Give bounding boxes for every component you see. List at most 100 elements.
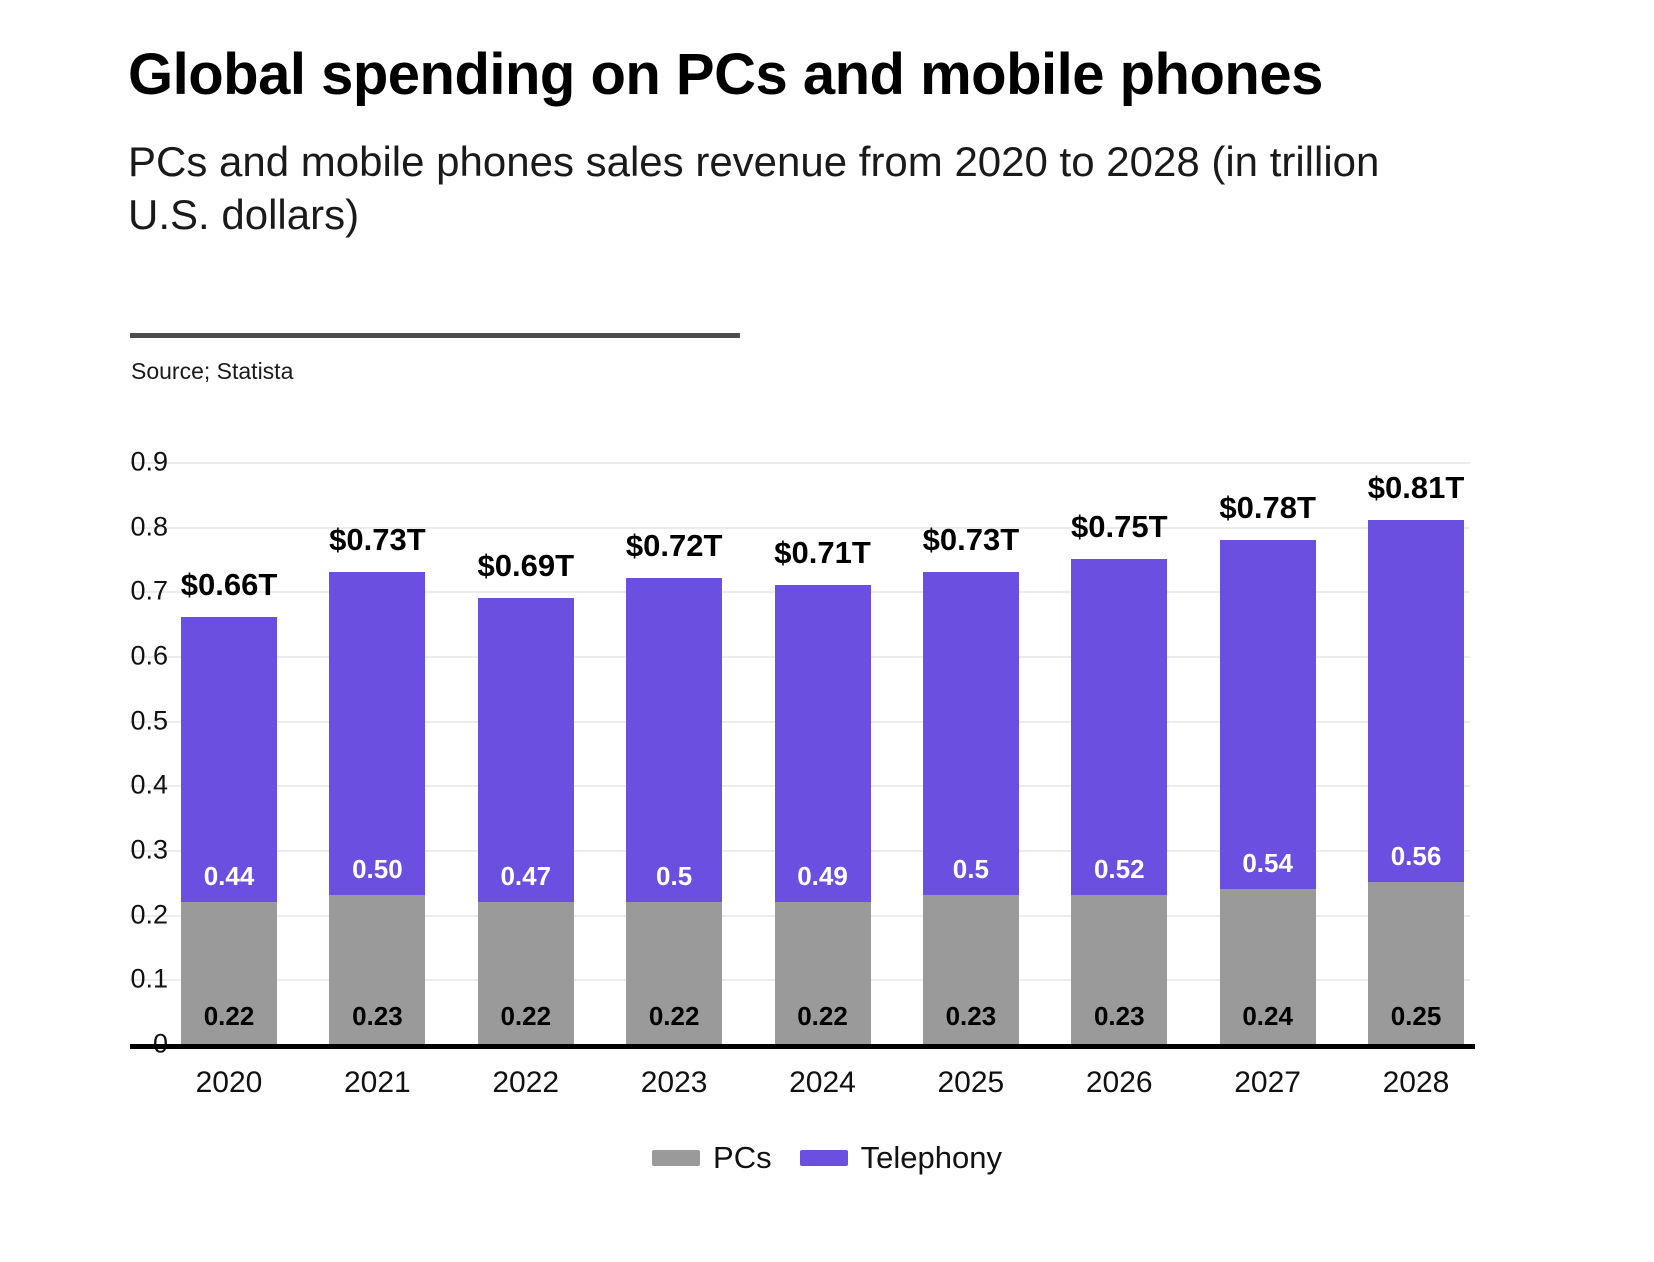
- bar-value-label-pcs: 0.23: [1093, 1001, 1145, 1031]
- bar-value-label-pcs: 0.23: [352, 1001, 403, 1031]
- bar-total-label: $0.78T: [1219, 489, 1316, 525]
- chart-header: Global spending on PCs and mobile phones…: [128, 42, 1528, 242]
- bar-value-label-telephony: 0.50: [352, 854, 403, 885]
- bar-segment-pcs[interactable]: 0.24: [1219, 888, 1316, 1044]
- bar-value-label-pcs: 0.22: [648, 1001, 700, 1031]
- bar-segment-pcs[interactable]: 0.22: [181, 901, 277, 1044]
- bar-value-label-telephony: 0.49: [797, 860, 848, 891]
- bar-value-label-telephony: 0.47: [500, 860, 552, 891]
- bar-stack[interactable]: 0.5 0.23: [922, 571, 1019, 1044]
- bar-segment-telephony[interactable]: 0.5: [626, 578, 723, 902]
- page-title: Global spending on PCs and mobile phones: [128, 42, 1323, 107]
- bar-column[interactable]: 0.52 0.23 $0.75T: [1070, 462, 1168, 1044]
- chart-subtitle: PCs and mobile phones sales revenue from…: [128, 137, 1380, 239]
- bar-segment-pcs[interactable]: 0.22: [626, 901, 723, 1044]
- bar-stack[interactable]: 0.47 0.22: [477, 597, 574, 1044]
- x-axis-tick-label: 2028: [1382, 1066, 1450, 1099]
- x-axis-tick-label: 2023: [640, 1066, 708, 1099]
- bar-value-label-telephony: 0.56: [1390, 841, 1442, 872]
- bar-stack[interactable]: 0.44 0.22: [181, 617, 277, 1044]
- bar-segment-telephony[interactable]: 0.5: [922, 571, 1019, 896]
- gridline: [130, 526, 1470, 529]
- legend-item[interactable]: PCs: [652, 1140, 772, 1176]
- legend-swatch-pcs: [652, 1150, 701, 1166]
- x-axis-tick-label: 2026: [1085, 1066, 1153, 1099]
- bar-stack[interactable]: 0.49 0.22: [774, 584, 871, 1044]
- legend-item[interactable]: Telephony: [799, 1140, 1002, 1176]
- bar-segment-telephony[interactable]: 0.52: [1071, 559, 1168, 896]
- y-axis-tick-label: 0.5: [130, 705, 168, 736]
- y-axis-tick-label: 0.3: [130, 834, 168, 865]
- y-axis-tick-label: 0.7: [130, 575, 168, 606]
- bar-segment-telephony[interactable]: 0.44: [181, 617, 277, 902]
- bar-stack[interactable]: 0.50 0.23: [329, 571, 426, 1044]
- bar-total-label: $0.75T: [1070, 509, 1168, 544]
- bar-value-label-telephony: 0.5: [952, 854, 989, 885]
- bar-total-label: $0.72T: [625, 528, 723, 564]
- x-axis-labels: 2020 2021 2022 2023 2024 2025 2026 2027 2028: [175, 1066, 1470, 1100]
- bar-value-label-telephony: 0.52: [1093, 854, 1145, 885]
- bar-group: 0.44 0.22 $0.66T 0.50 0.23 $0.73T 0.47 0.22 $0.6…: [175, 462, 1470, 1044]
- y-axis-tick-label: 0.2: [130, 899, 168, 930]
- header-divider: [130, 333, 740, 338]
- x-axis-tick-label: 2021: [344, 1066, 411, 1099]
- legend-label: Telephony: [860, 1140, 1002, 1175]
- y-axis-tick-label: 0: [48, 1029, 168, 1060]
- bar-column[interactable]: 0.44 0.22 $0.66T: [181, 462, 277, 1044]
- bar-column[interactable]: 0.47 0.22 $0.69T: [477, 462, 574, 1044]
- bar-total-label: $0.73T: [922, 521, 1020, 557]
- y-axis-tick-label: 0.8: [130, 511, 168, 542]
- x-axis-tick-label: 2022: [492, 1066, 560, 1099]
- bar-total-label: $0.81T: [1367, 470, 1465, 506]
- bar-segment-telephony[interactable]: 0.50: [329, 571, 426, 896]
- source-note: Source; Statista: [131, 358, 294, 384]
- bar-segment-pcs[interactable]: 0.25: [1368, 882, 1464, 1044]
- bar-segment-pcs[interactable]: 0.23: [329, 895, 426, 1044]
- bar-value-label-pcs: 0.22: [500, 1001, 552, 1031]
- bar-value-label-pcs: 0.24: [1242, 1001, 1293, 1031]
- bar-value-label-pcs: 0.22: [797, 1001, 848, 1031]
- legend-label: PCs: [713, 1140, 772, 1175]
- bar-stack[interactable]: 0.54 0.24: [1219, 539, 1316, 1044]
- y-axis-tick-label: 0.6: [130, 640, 168, 671]
- bar-total-label: $0.73T: [329, 521, 426, 557]
- x-axis-tick-label: 2020: [195, 1066, 263, 1099]
- bar-segment-telephony[interactable]: 0.49: [774, 584, 871, 902]
- y-axis-tick-label: 0.4: [130, 769, 168, 800]
- bar-stack[interactable]: 0.52 0.23: [1071, 559, 1168, 1044]
- bar-value-label-telephony: 0.54: [1242, 847, 1293, 878]
- bar-stack[interactable]: 0.5 0.22: [626, 578, 723, 1044]
- bar-segment-pcs[interactable]: 0.22: [774, 901, 871, 1044]
- bar-segment-telephony[interactable]: 0.56: [1368, 520, 1464, 883]
- bar-total-label: $0.66T: [180, 567, 278, 603]
- bar-column[interactable]: 0.5 0.23 $0.73T: [923, 462, 1019, 1044]
- bar-segment-pcs[interactable]: 0.22: [477, 901, 574, 1044]
- bar-segment-telephony[interactable]: 0.47: [477, 597, 574, 902]
- bar-column[interactable]: 0.56 0.25 $0.81T: [1368, 462, 1464, 1044]
- legend-swatch-telephony: [799, 1150, 848, 1166]
- bar-column[interactable]: 0.54 0.24 $0.78T: [1219, 462, 1316, 1044]
- x-axis-tick-label: 2025: [937, 1066, 1005, 1099]
- bar-column[interactable]: 0.5 0.22 $0.72T: [626, 462, 722, 1044]
- bar-segment-telephony[interactable]: 0.54: [1219, 539, 1316, 889]
- gridline: [130, 462, 1470, 464]
- bar-value-label-pcs: 0.22: [203, 1001, 255, 1031]
- plot-canvas: 00.10.20.30.40.50.60.70.80.9 0.440.22$0.…: [130, 447, 1475, 1059]
- x-axis-tick-label: 2024: [789, 1066, 856, 1099]
- y-axis-tick-label: 0.1: [130, 963, 168, 994]
- bar-stack[interactable]: 0.56 0.25: [1368, 520, 1464, 1044]
- plot-area: 0 0.1 0.2 0.3 0.4 0.5 0.6 0.7 0.8 0.9 0.44 0.22 $0.…: [0, 440, 1654, 1060]
- bar-column[interactable]: 0.50 0.23 $0.73T: [329, 462, 426, 1044]
- bar-segment-pcs[interactable]: 0.23: [1071, 895, 1168, 1044]
- bar-value-label-pcs: 0.23: [945, 1001, 997, 1031]
- bar-column[interactable]: 0.49 0.22 $0.71T: [774, 462, 871, 1044]
- x-axis-tick-label: 2027: [1234, 1066, 1301, 1099]
- x-axis-line: [130, 1044, 1475, 1049]
- chart-legend: PCs Telephony: [0, 1140, 1654, 1176]
- bar-value-label-telephony: 0.5: [656, 860, 693, 891]
- y-axis-tick-label: 0.9: [130, 446, 168, 477]
- bar-segment-pcs[interactable]: 0.23: [922, 895, 1019, 1044]
- bar-total-label: $0.71T: [774, 534, 871, 570]
- bar-value-label-telephony: 0.44: [203, 860, 255, 891]
